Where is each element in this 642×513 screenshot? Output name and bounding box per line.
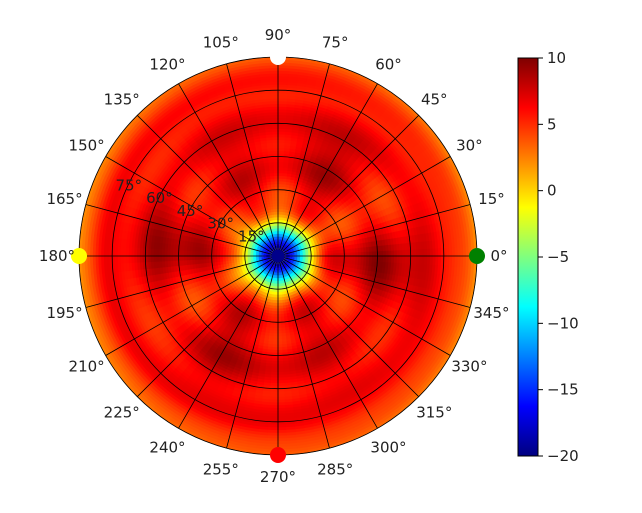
heatmap-field: [79, 57, 477, 455]
